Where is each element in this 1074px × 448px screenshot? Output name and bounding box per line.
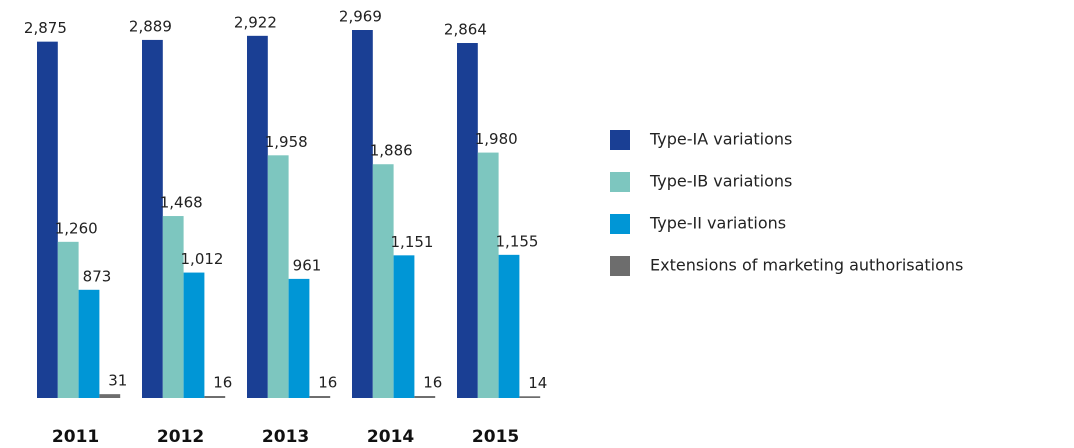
legend-label: Type-IB variations bbox=[649, 172, 792, 191]
x-tick-label: 2012 bbox=[157, 427, 204, 447]
bar bbox=[247, 35, 268, 398]
value-label: 16 bbox=[213, 374, 232, 392]
bar bbox=[162, 216, 184, 398]
bar bbox=[204, 396, 226, 398]
value-label: 1,468 bbox=[160, 194, 203, 212]
value-label: 2,864 bbox=[444, 21, 487, 39]
bar bbox=[519, 396, 541, 398]
legend-swatch bbox=[610, 214, 630, 234]
value-label: 31 bbox=[108, 372, 127, 390]
bar bbox=[393, 255, 415, 398]
bar bbox=[99, 394, 121, 398]
value-label: 16 bbox=[318, 374, 337, 392]
value-label: 1,958 bbox=[265, 133, 308, 151]
value-label: 1,260 bbox=[55, 219, 98, 237]
value-label: 16 bbox=[423, 374, 442, 392]
bar bbox=[498, 254, 520, 398]
bar bbox=[142, 39, 163, 398]
bar bbox=[372, 164, 394, 398]
value-label: 961 bbox=[293, 256, 322, 274]
legend-swatch bbox=[610, 256, 630, 276]
bar bbox=[288, 278, 310, 398]
value-label: 1,012 bbox=[181, 250, 224, 268]
bar bbox=[352, 30, 373, 398]
x-tick-label: 2011 bbox=[52, 427, 99, 447]
value-label: 1,151 bbox=[391, 233, 434, 251]
value-label: 873 bbox=[83, 267, 112, 285]
value-label: 1,980 bbox=[475, 130, 518, 148]
value-label: 1,886 bbox=[370, 142, 413, 160]
bar bbox=[37, 41, 58, 398]
x-tick-label: 2013 bbox=[262, 427, 309, 447]
bar bbox=[414, 396, 436, 398]
bar bbox=[78, 289, 100, 398]
legend-label: Type-II variations bbox=[649, 214, 786, 233]
value-label: 2,969 bbox=[339, 8, 382, 26]
bar bbox=[183, 272, 205, 398]
bar bbox=[309, 396, 331, 398]
x-tick-label: 2015 bbox=[472, 427, 519, 447]
x-tick-label: 2014 bbox=[367, 427, 414, 447]
bar bbox=[477, 152, 499, 398]
value-label: 2,875 bbox=[24, 19, 67, 37]
value-label: 14 bbox=[528, 374, 547, 392]
legend-label: Extensions of marketing authorisations bbox=[650, 256, 963, 275]
value-label: 2,889 bbox=[129, 17, 172, 35]
bar bbox=[457, 43, 478, 398]
bar bbox=[267, 155, 289, 398]
legend-label: Type-IA variations bbox=[649, 130, 792, 149]
legend-swatch bbox=[610, 172, 630, 192]
value-label: 1,155 bbox=[496, 232, 539, 250]
value-label: 2,922 bbox=[234, 13, 277, 31]
bar bbox=[57, 241, 79, 398]
legend-swatch bbox=[610, 130, 630, 150]
